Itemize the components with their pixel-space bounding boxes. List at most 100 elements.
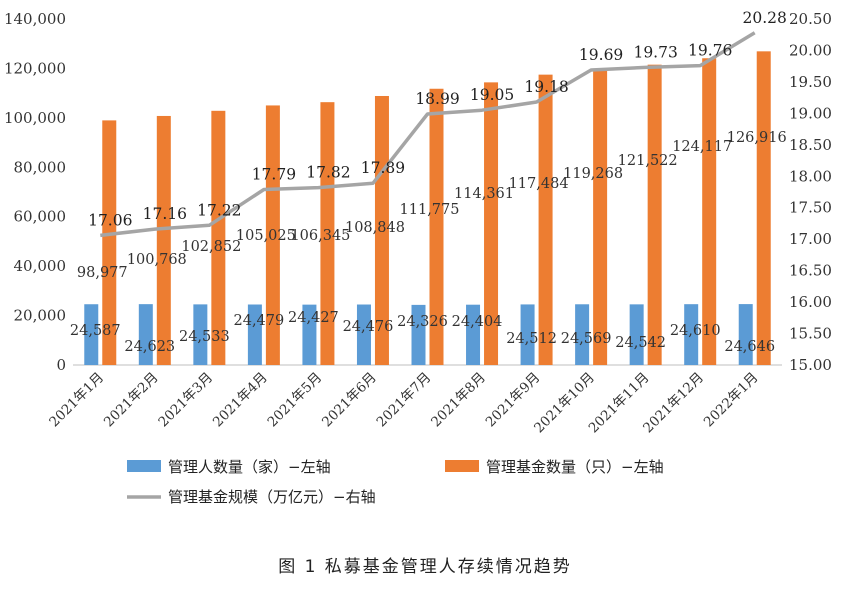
funds-bar: [538, 74, 553, 366]
funds-bar: [156, 115, 171, 366]
scale-value-label: 19.76: [688, 42, 732, 60]
managers-value-label: 24,512: [506, 331, 557, 347]
funds-value-label: 121,522: [618, 153, 678, 169]
scale-value-label: 19.18: [524, 78, 568, 96]
funds-value-label: 105,025: [236, 228, 296, 244]
managers-bar: [684, 304, 699, 365]
scale-value-label: 20.28: [743, 9, 787, 27]
managers-value-label: 24,326: [397, 314, 448, 330]
funds-bar: [484, 82, 499, 365]
managers-value-label: 24,542: [615, 335, 666, 351]
funds-value-label: 100,768: [127, 252, 187, 268]
right-axis-tick: 16.50: [789, 262, 832, 280]
category-label: 2021年2月: [101, 370, 162, 431]
legend-swatch-funds: [445, 460, 479, 472]
scale-line-series: [100, 31, 756, 238]
scale-value-label: 17.22: [197, 201, 241, 219]
right-axis-tick: 18.50: [789, 136, 832, 154]
managers-value-label: 24,646: [724, 339, 775, 355]
managers-value-label: 24,479: [234, 313, 285, 329]
managers-value-label: 24,476: [343, 319, 394, 335]
funds-value-label: 102,852: [181, 239, 241, 255]
managers-value-label: 24,623: [124, 339, 175, 355]
funds-value-label: 98,977: [77, 265, 128, 281]
left-axis-tick: 20,000: [14, 307, 67, 325]
funds-bars: [102, 51, 771, 366]
scale-line: [100, 31, 756, 238]
left-axis-tick: 40,000: [14, 257, 67, 275]
funds-value-label: 114,361: [454, 186, 514, 202]
category-label: 2021年3月: [155, 370, 216, 431]
scale-value-label: 19.05: [470, 86, 514, 104]
figure-caption: 图 1 私募基金管理人存续情况趋势: [278, 557, 572, 577]
legend-swatch-managers: [127, 460, 161, 472]
managers-bar: [520, 304, 535, 365]
category-label: 2021年6月: [319, 370, 380, 431]
funds-value-label: 124,117: [672, 139, 732, 155]
category-label: 2021年5月: [264, 370, 325, 431]
right-axis-tick: 17.50: [789, 199, 832, 217]
managers-bar: [302, 304, 317, 365]
left-axis-tick: 140,000: [4, 10, 66, 28]
funds-value-label: 108,848: [345, 220, 405, 236]
category-label: 2021年8月: [428, 370, 489, 431]
managers-value-label: 24,427: [288, 310, 339, 326]
scale-value-label: 17.06: [88, 211, 132, 229]
funds-bar: [429, 88, 444, 365]
category-label: 2021年4月: [210, 370, 271, 431]
funds-bar: [211, 110, 226, 366]
right-axis-tick: 19.00: [789, 104, 832, 122]
scale-value-label: 18.99: [415, 90, 459, 108]
right-axis-tick: 19.50: [789, 73, 832, 91]
funds-bar: [102, 120, 117, 366]
funds-bar: [593, 70, 608, 365]
managers-bar: [356, 304, 371, 365]
managers-value-label: 24,587: [70, 323, 121, 339]
scale-value-label: 17.82: [306, 164, 350, 182]
data-labels: 24,587 98,977 17.06 24,623 100,768 17.16 24,53…: [70, 9, 787, 355]
funds-bar: [702, 58, 717, 366]
funds-bar: [647, 64, 662, 366]
funds-bar: [374, 95, 389, 366]
left-axis-tick: 80,000: [14, 158, 67, 176]
managers-bars: [84, 304, 753, 365]
scale-value-label: 17.79: [252, 165, 296, 183]
managers-bar: [193, 304, 208, 365]
managers-bar: [411, 304, 426, 365]
right-axis-tick: 15.00: [789, 356, 832, 374]
right-axis-tick: 20.50: [789, 10, 832, 28]
funds-value-label: 111,775: [400, 202, 460, 218]
managers-value-label: 24,610: [670, 323, 721, 339]
managers-bar: [738, 304, 753, 365]
scale-value-label: 17.16: [143, 205, 187, 223]
category-label: 2021年1月: [46, 370, 107, 431]
left-axis-tick: 100,000: [4, 109, 66, 127]
funds-value-label: 117,484: [509, 176, 569, 192]
managers-bar: [84, 304, 99, 365]
managers-bar: [629, 304, 644, 365]
managers-bar: [138, 304, 153, 365]
left-axis-tick: 60,000: [14, 208, 67, 226]
managers-bar: [575, 304, 590, 365]
legend-label-managers: 管理人数量（家）−左轴: [168, 458, 331, 476]
funds-value-label: 126,916: [727, 130, 787, 146]
scale-value-label: 19.69: [579, 46, 623, 64]
scale-value-label: 19.73: [633, 43, 677, 61]
right-axis-tick: 17.00: [789, 230, 832, 248]
managers-bar: [466, 304, 481, 365]
managers-value-label: 24,404: [452, 314, 503, 330]
right-axis-tick: 15.50: [789, 325, 832, 343]
scale-value-label: 17.89: [361, 159, 405, 177]
right-axis-tick: 20.00: [789, 41, 832, 59]
category-label: 2021年7月: [374, 370, 435, 431]
funds-bar: [756, 51, 771, 365]
left-axis-tick: 120,000: [4, 59, 66, 77]
category-label: 2022年1月: [701, 370, 762, 431]
right-axis-tick: 18.00: [789, 167, 832, 185]
funds-value-label: 119,268: [563, 166, 623, 182]
funds-value-label: 106,345: [290, 228, 350, 244]
managers-bar: [247, 304, 262, 365]
chart: 0 20,000 40,000 60,000 80,000 100,000 120,000 1…: [4, 9, 832, 506]
legend-label-scale: 管理基金规模（万亿元）−右轴: [168, 488, 376, 506]
